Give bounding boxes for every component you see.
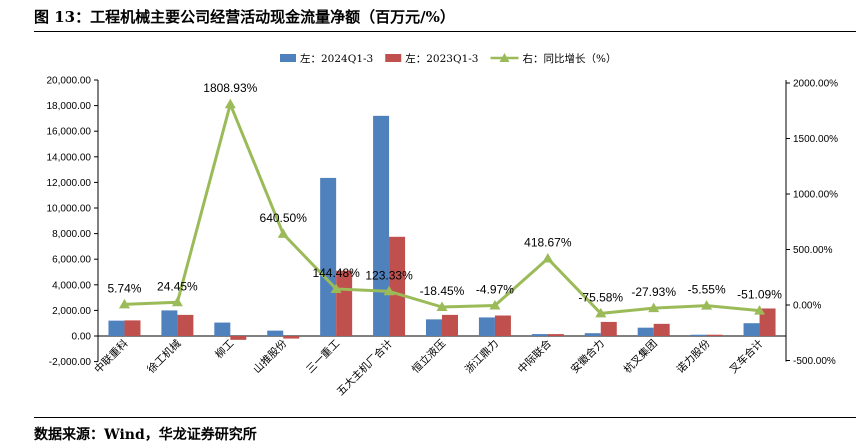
growth-data-label: 24.45%: [157, 279, 198, 293]
legend-label: 左：2023Q1-3: [405, 52, 478, 65]
growth-point-marker: [489, 300, 501, 310]
growth-point-marker: [701, 300, 713, 310]
legend-marker: [499, 53, 510, 62]
bar-2024: [426, 319, 442, 336]
growth-data-label: 123.33%: [365, 268, 413, 282]
category-label: 中际联合: [515, 337, 554, 376]
bar-2024: [214, 322, 231, 336]
right-tick-label: 2000.00%: [793, 79, 838, 90]
left-tick-label: 0.00: [72, 332, 92, 343]
growth-point-marker: [436, 301, 448, 312]
growth-point-marker: [118, 298, 130, 309]
growth-data-label: -4.97%: [476, 283, 514, 297]
left-tick-label: 14,000.00: [47, 152, 92, 163]
category-label: 三一重工: [303, 337, 342, 376]
left-tick-label: 2,000.00: [52, 306, 91, 317]
bar-2024: [584, 333, 601, 336]
category-label: 徐工机械: [145, 337, 184, 376]
bottom-rule: [34, 417, 856, 418]
category-label: 杭叉集团: [621, 337, 660, 376]
figure-source: 数据来源：Wind，华龙证券研究所: [34, 427, 257, 443]
right-tick-label: 0.00%: [793, 301, 821, 312]
right-tick-label: 1500.00%: [793, 134, 838, 145]
legend-label: 右：同比增长（%）: [523, 52, 617, 65]
growth-data-label: 418.67%: [524, 236, 572, 250]
growth-point-marker: [277, 228, 289, 238]
growth-point-marker: [330, 283, 342, 293]
category-label: 恒立液压: [409, 337, 448, 376]
growth-data-label: -51.09%: [737, 288, 782, 302]
growth-line: [124, 99, 760, 315]
growth-point-marker: [754, 305, 766, 315]
left-tick-label: 10,000.00: [47, 204, 92, 215]
growth-data-label: -5.55%: [688, 283, 726, 297]
left-tick-label: 20,000.00: [47, 76, 92, 87]
legend-swatch: [280, 54, 296, 62]
top-rule: [34, 31, 856, 32]
growth-data-label: 640.50%: [260, 211, 308, 225]
growth-data-label: 5.74%: [107, 281, 141, 295]
growth-point-marker: [595, 307, 607, 318]
left-tick-label: 6,000.00: [52, 255, 91, 266]
category-label: 浙江鼎力: [462, 337, 501, 376]
left-tick-label: 16,000.00: [47, 127, 92, 138]
bar-2023: [600, 321, 617, 336]
bar-2024: [637, 327, 654, 336]
growth-point-marker: [224, 98, 236, 109]
growth-data-label: 144.48%: [312, 266, 360, 280]
growth-point-marker: [171, 296, 183, 307]
bar-2024: [108, 320, 125, 336]
bar-2023: [283, 336, 300, 339]
bar-2024: [743, 323, 760, 336]
left-tick-label: 4,000.00: [52, 280, 91, 291]
bar-2023: [653, 323, 670, 336]
bar-2023: [124, 320, 141, 336]
growth-point-marker: [648, 302, 660, 313]
bar-2023: [547, 334, 564, 336]
growth-data-label: -18.45%: [420, 284, 465, 298]
bar-2023: [177, 314, 194, 336]
category-label: 叉车合计: [727, 337, 766, 376]
bar-2023: [389, 236, 406, 336]
legend-label: 左：2024Q1-3: [300, 52, 373, 65]
right-tick-label: -500.00%: [793, 356, 836, 367]
bar-2023: [336, 270, 353, 336]
left-tick-label: 12,000.00: [47, 178, 92, 189]
bar-2024: [267, 330, 284, 336]
category-label: 柳工: [212, 337, 236, 361]
growth-data-label: -75.58%: [578, 290, 623, 304]
bar-2023: [230, 336, 247, 340]
figure-title: 图 13：工程机械主要公司经营活动现金流量净额（百万元/%）: [34, 8, 455, 26]
left-tick-label: 18,000.00: [47, 101, 92, 112]
left-tick-label: -2,000.00: [49, 357, 92, 368]
bar-2023: [442, 314, 458, 336]
growth-data-label: 1808.93%: [203, 81, 257, 95]
right-tick-label: 1000.00%: [793, 190, 838, 201]
bar-2024: [161, 310, 178, 336]
right-tick-label: 500.00%: [793, 245, 833, 256]
bar-2024: [478, 317, 495, 336]
growth-point-marker: [383, 285, 395, 296]
bar-2024: [531, 334, 548, 336]
bar-2023: [759, 308, 776, 336]
category-label: 五大主机厂合计: [334, 337, 396, 399]
category-label: 诺力股份: [674, 337, 713, 376]
legend-swatch: [385, 54, 402, 62]
bar-2023: [494, 315, 511, 336]
bar-2024: [373, 115, 390, 336]
bar-2023: [706, 334, 723, 336]
category-label: 安徽合力: [568, 337, 607, 376]
bar-2024: [690, 334, 707, 336]
growth-point-marker: [542, 253, 554, 263]
growth-data-label: -27.93%: [631, 285, 676, 299]
left-tick-label: 8,000.00: [52, 229, 91, 240]
bar-2024: [320, 177, 337, 336]
category-label: 山推股份: [250, 337, 289, 376]
